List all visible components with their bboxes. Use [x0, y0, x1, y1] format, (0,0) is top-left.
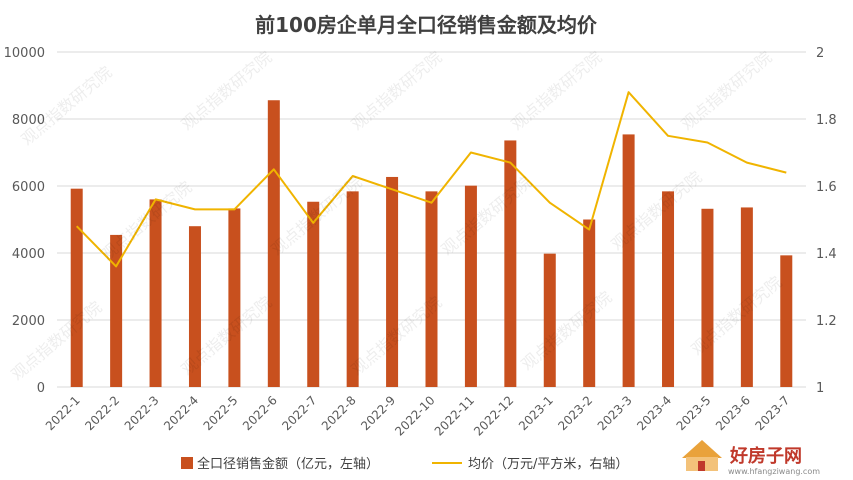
- x-tick-label: 2022-11: [432, 393, 477, 438]
- x-tick-label: 2022-5: [201, 393, 241, 433]
- bar: [701, 208, 714, 387]
- x-tick-label: 2023-5: [674, 393, 714, 433]
- line-series: [75, 91, 787, 268]
- bar: [70, 188, 83, 387]
- logo-name: 好房子网: [729, 445, 802, 467]
- watermark: 观点指数研究院: [17, 63, 115, 150]
- x-tick-label: 2022-9: [358, 393, 398, 433]
- y-right-tick-label: 1.4: [816, 247, 837, 262]
- watermark: 观点指数研究院: [177, 48, 275, 135]
- bar: [188, 226, 201, 387]
- y-right-tick-label: 1: [816, 381, 824, 396]
- bar: [110, 234, 123, 387]
- bar: [386, 176, 399, 387]
- x-tick-label: 2023-1: [516, 393, 556, 433]
- watermark: 观点指数研究院: [507, 48, 605, 135]
- avg-price-line: [75, 91, 787, 268]
- legend: 全口径销售金额（亿元，左轴） 均价（万元/平方米，右轴）: [181, 456, 628, 472]
- watermark: 观点指数研究院: [97, 178, 195, 265]
- y-left-tick-label: 0: [37, 381, 45, 396]
- y-right-tick-label: 1.2: [816, 314, 837, 329]
- x-tick-label: 2022-10: [392, 393, 437, 438]
- x-tick-label: 2022-12: [471, 393, 516, 438]
- y-right-tick-label: 1.6: [816, 180, 837, 195]
- bar: [504, 140, 517, 387]
- x-tick-label: 2022-1: [43, 393, 83, 433]
- x-tick-label: 2023-2: [555, 393, 595, 433]
- x-tick-label: 2022-3: [122, 393, 162, 433]
- y-left-tick-label: 2000: [12, 314, 45, 329]
- site-logo: 好房子网 www.hfangziwang.com: [682, 440, 820, 476]
- watermark: 观点指数研究院: [7, 298, 105, 385]
- legend-line-label: 均价（万元/平方米，右轴）: [468, 456, 628, 472]
- x-tick-label: 2023-3: [595, 393, 635, 433]
- bar: [583, 219, 596, 387]
- y-left-tick-label: 8000: [12, 113, 45, 128]
- legend-bar-swatch: [181, 457, 193, 469]
- bar: [543, 253, 556, 387]
- bar: [740, 207, 753, 387]
- house-logo-icon: [682, 440, 722, 471]
- bar: [780, 255, 793, 387]
- x-tick-label: 2022-4: [161, 393, 201, 433]
- x-tick-label: 2023-6: [713, 393, 753, 433]
- right-axis: 1 1.2 1.4 1.6 1.8 2: [816, 46, 837, 396]
- bar-series: [70, 100, 793, 388]
- watermark: 观点指数研究院: [607, 168, 705, 255]
- x-axis: 2022-1 2022-2 2022-3 2022-4 2022-5 2022-6 2022…: [43, 393, 793, 438]
- y-right-tick-label: 1.8: [816, 113, 837, 128]
- x-tick-label: 2023-4: [634, 393, 674, 433]
- bar: [425, 191, 438, 387]
- bar: [464, 185, 477, 387]
- bar: [662, 191, 675, 387]
- left-axis: 0 2000 4000 6000 8000 10000: [4, 46, 45, 396]
- x-tick-label: 2022-2: [82, 393, 122, 433]
- x-tick-label: 2022-8: [319, 393, 359, 433]
- logo-url: www.hfangziwang.com: [728, 467, 820, 476]
- x-tick-label: 2023-7: [752, 393, 792, 433]
- watermark: 观点指数研究院: [677, 48, 775, 135]
- watermark: 观点指数研究院: [437, 173, 535, 260]
- bar: [307, 201, 320, 387]
- chart-title: 前100房企单月全口径销售金额及均价: [255, 13, 598, 37]
- watermark: 观点指数研究院: [347, 48, 445, 135]
- watermark: 观点指数研究院: [517, 288, 615, 375]
- x-tick-label: 2022-7: [279, 393, 319, 433]
- bar: [228, 208, 241, 387]
- x-tick-label: 2022-6: [240, 393, 280, 433]
- bar: [149, 199, 162, 387]
- bar: [346, 191, 359, 387]
- y-left-tick-label: 4000: [12, 247, 45, 262]
- bar: [622, 134, 635, 387]
- legend-bar-label: 全口径销售金额（亿元，左轴）: [197, 456, 379, 472]
- y-left-tick-label: 10000: [4, 46, 45, 61]
- y-left-tick-label: 6000: [12, 180, 45, 195]
- y-right-tick-label: 2: [816, 46, 824, 61]
